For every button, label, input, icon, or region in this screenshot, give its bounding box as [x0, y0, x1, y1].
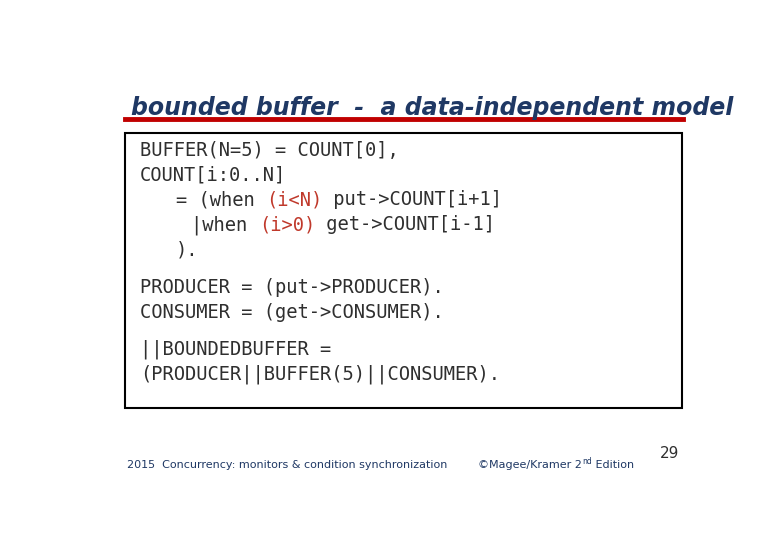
Text: nd: nd — [582, 456, 592, 465]
Text: bounded buffer  -  a data-independent model: bounded buffer - a data-independent mode… — [131, 96, 733, 120]
Text: (PRODUCER||BUFFER(5)||CONSUMER).: (PRODUCER||BUFFER(5)||CONSUMER). — [140, 365, 500, 384]
Text: CONSUMER = (get->CONSUMER).: CONSUMER = (get->CONSUMER). — [140, 303, 444, 322]
Text: get->COUNT[i-1]: get->COUNT[i-1] — [315, 215, 495, 234]
Text: = (when: = (when — [176, 191, 266, 210]
Text: |when: |when — [191, 215, 259, 235]
Text: 2015  Concurrency: monitors & condition synchronization: 2015 Concurrency: monitors & condition s… — [126, 460, 447, 470]
Text: 29: 29 — [660, 446, 679, 461]
Text: COUNT[i:0..N]: COUNT[i:0..N] — [140, 165, 286, 185]
Text: Edition: Edition — [592, 460, 634, 470]
Text: PRODUCER = (put->PRODUCER).: PRODUCER = (put->PRODUCER). — [140, 278, 444, 297]
Text: ).: ). — [176, 240, 199, 259]
FancyBboxPatch shape — [125, 133, 682, 408]
Text: BUFFER(N=5) = COUNT[0],: BUFFER(N=5) = COUNT[0], — [140, 140, 399, 159]
Text: (i<N): (i<N) — [266, 191, 322, 210]
Text: put->COUNT[i+1]: put->COUNT[i+1] — [322, 191, 502, 210]
Text: (i>0): (i>0) — [259, 215, 315, 234]
Text: ||BOUNDEDBUFFER =: ||BOUNDEDBUFFER = — [140, 340, 331, 360]
Text: ©Magee/Kramer 2: ©Magee/Kramer 2 — [478, 460, 582, 470]
